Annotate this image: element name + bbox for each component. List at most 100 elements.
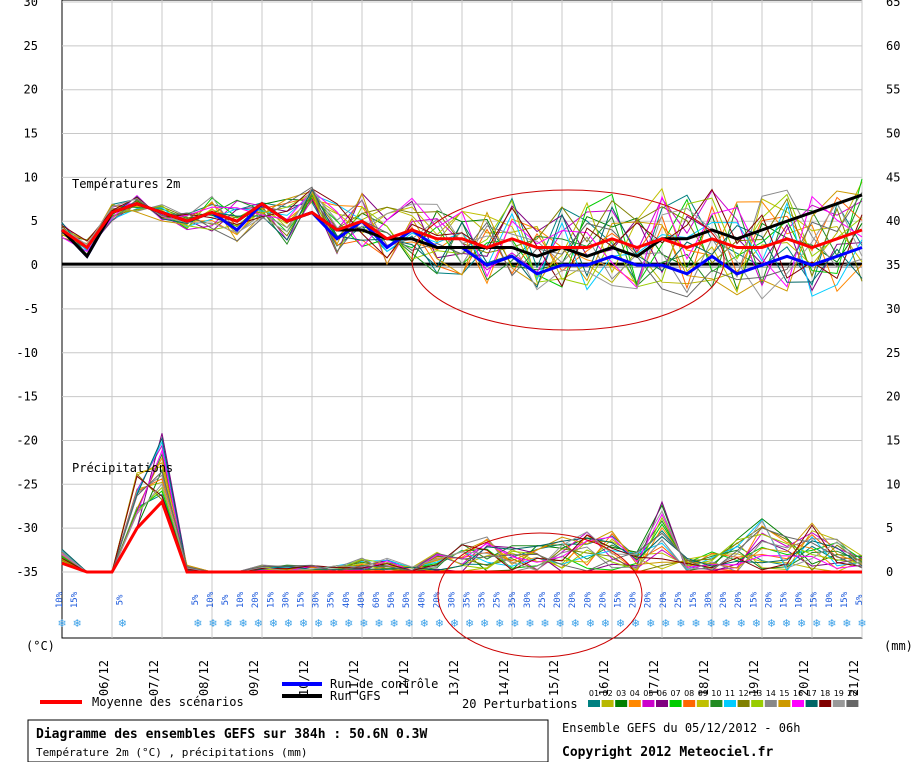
left-tick-label: -10 [16, 346, 38, 360]
right-tick-label: 60 [886, 39, 900, 53]
perturbation-id: 10 [711, 689, 721, 698]
perturbation-swatch [805, 700, 818, 707]
perturbation-id: 04 [630, 689, 640, 698]
snow-probability: 25% [674, 591, 684, 608]
snowflake-icon: ❄ [586, 617, 595, 630]
snowflake-icon: ❄ [676, 617, 685, 630]
chart-grid [61, 0, 863, 639]
precipitation-perturbation-line [61, 470, 863, 573]
snowflake-icon: ❄ [420, 617, 429, 630]
perturbation-swatch [724, 700, 736, 707]
temperature-perturbation-line [61, 186, 863, 300]
snow-probability: 15% [266, 591, 276, 608]
left-tick-label: 25 [24, 39, 38, 53]
snowflake-icon: ❄ [827, 617, 836, 630]
perturbation-swatch [710, 700, 723, 707]
snow-probability: 20% [251, 591, 261, 608]
snowflake-icon: ❄ [329, 617, 338, 630]
snowflake-icon: ❄ [314, 617, 323, 630]
perturbation-swatch [615, 700, 628, 707]
snowflake-icon: ❄ [208, 617, 217, 630]
snow-probability: 50% [402, 591, 412, 608]
right-tick-label: 35 [886, 258, 900, 272]
ensemble-series [60, 178, 863, 658]
snowflake-icon: ❄ [510, 617, 519, 630]
snow-probability: 20% [764, 591, 774, 608]
snowflake-icon: ❄ [344, 617, 353, 630]
copyright: Copyright 2012 Meteociel.fr [562, 745, 773, 760]
date-tick-label: 12/12 [397, 660, 411, 696]
snow-probability: 20% [644, 591, 654, 608]
title-box-frame [27, 719, 549, 762]
date-tick-label: 15/12 [547, 660, 561, 696]
snow-probability: 15% [70, 591, 80, 608]
snowflake-icon: ❄ [72, 617, 81, 630]
left-tick-label: 30 [24, 0, 38, 9]
snow-probability: 10% [55, 591, 65, 608]
date-tick-label: 07/12 [147, 660, 161, 696]
snowflake-icon: ❄ [525, 617, 534, 630]
right-tick-label: 10 [886, 477, 900, 491]
right-tick-label: 50 [886, 127, 900, 141]
right-tick-label: 65 [886, 0, 900, 9]
perturbation-id: 13 [752, 689, 762, 698]
snow-probability: 15% [749, 591, 759, 608]
right-tick-label: 15 [886, 433, 900, 447]
perturbation-id: 19 [834, 689, 844, 698]
snow-probability: 20% [659, 591, 669, 608]
snow-probability: 5% [221, 594, 231, 605]
snowflake-icon: ❄ [495, 617, 504, 630]
perturbation-swatch [832, 700, 845, 707]
ensemble-info: Ensemble GEFS du 05/12/2012 - 06h [562, 721, 800, 735]
snowflake-icon: ❄ [284, 617, 293, 630]
left-tick-label: -25 [16, 477, 38, 491]
left-tick-label: 15 [24, 127, 38, 141]
perturbation-swatch [628, 700, 641, 707]
legend-mean-label: Moyenne des scénarios [92, 695, 244, 709]
snowflake-icon: ❄ [691, 617, 700, 630]
left-unit: (°C) [26, 639, 55, 653]
temperature-label: Températures 2m [72, 177, 180, 191]
date-tick-label: 10/12 [297, 660, 311, 696]
left-tick-label: 20 [24, 83, 38, 97]
snowflake-icon: ❄ [842, 617, 851, 630]
snow-probability: 40% [417, 591, 427, 608]
snowflake-icon: ❄ [389, 617, 398, 630]
snow-probability: 25% [538, 591, 548, 608]
perturbation-swatch [642, 700, 655, 707]
perturbation-id: 09 [698, 689, 708, 698]
left-tick-label: 0 [31, 258, 38, 272]
legend-gfs-label: Run GFS [330, 689, 381, 703]
perturbation-id: 17 [807, 689, 817, 698]
snow-probability: 5% [191, 594, 201, 605]
snowflake-icon: ❄ [857, 617, 866, 630]
snowflake-icon: ❄ [269, 617, 278, 630]
legend: Moyenne des scénarios Run de contrôle Ru… [40, 677, 859, 711]
perturbation-swatch [696, 700, 709, 707]
right-tick-label: 25 [886, 346, 900, 360]
snowflake-icon: ❄ [450, 617, 459, 630]
date-tick-label: 20/12 [797, 660, 811, 696]
right-tick-label: 0 [886, 565, 893, 579]
snow-probability: 15% [613, 591, 623, 608]
highlight-ellipse-precipitation [437, 532, 643, 658]
snowflake-icon: ❄ [797, 617, 806, 630]
snowflake-icon: ❄ [571, 617, 580, 630]
snowflake-icon: ❄ [359, 617, 368, 630]
temperature-perturbation-line [61, 188, 863, 288]
snow-probability: 10% [825, 591, 835, 608]
snowflake-icon: ❄ [601, 617, 610, 630]
snow-probability: 35% [478, 591, 488, 608]
right-tick-label: 55 [886, 83, 900, 97]
date-tick-label: 17/12 [647, 660, 661, 696]
snow-probability: 60% [372, 591, 382, 608]
date-tick-label: 09/12 [247, 660, 261, 696]
snowflake-icon: ❄ [616, 617, 625, 630]
date-tick-label: 08/12 [197, 660, 211, 696]
snowflake-icon: ❄ [223, 617, 232, 630]
date-axis: 06/12 07/12 08/12 09/12 10/12 11/12 12/12 13/12… [97, 660, 861, 696]
snow-probability: 15% [810, 591, 820, 608]
snow-probability: 20% [568, 591, 578, 608]
snowflake-icon: ❄ [480, 617, 489, 630]
left-tick-label: -15 [16, 390, 38, 404]
